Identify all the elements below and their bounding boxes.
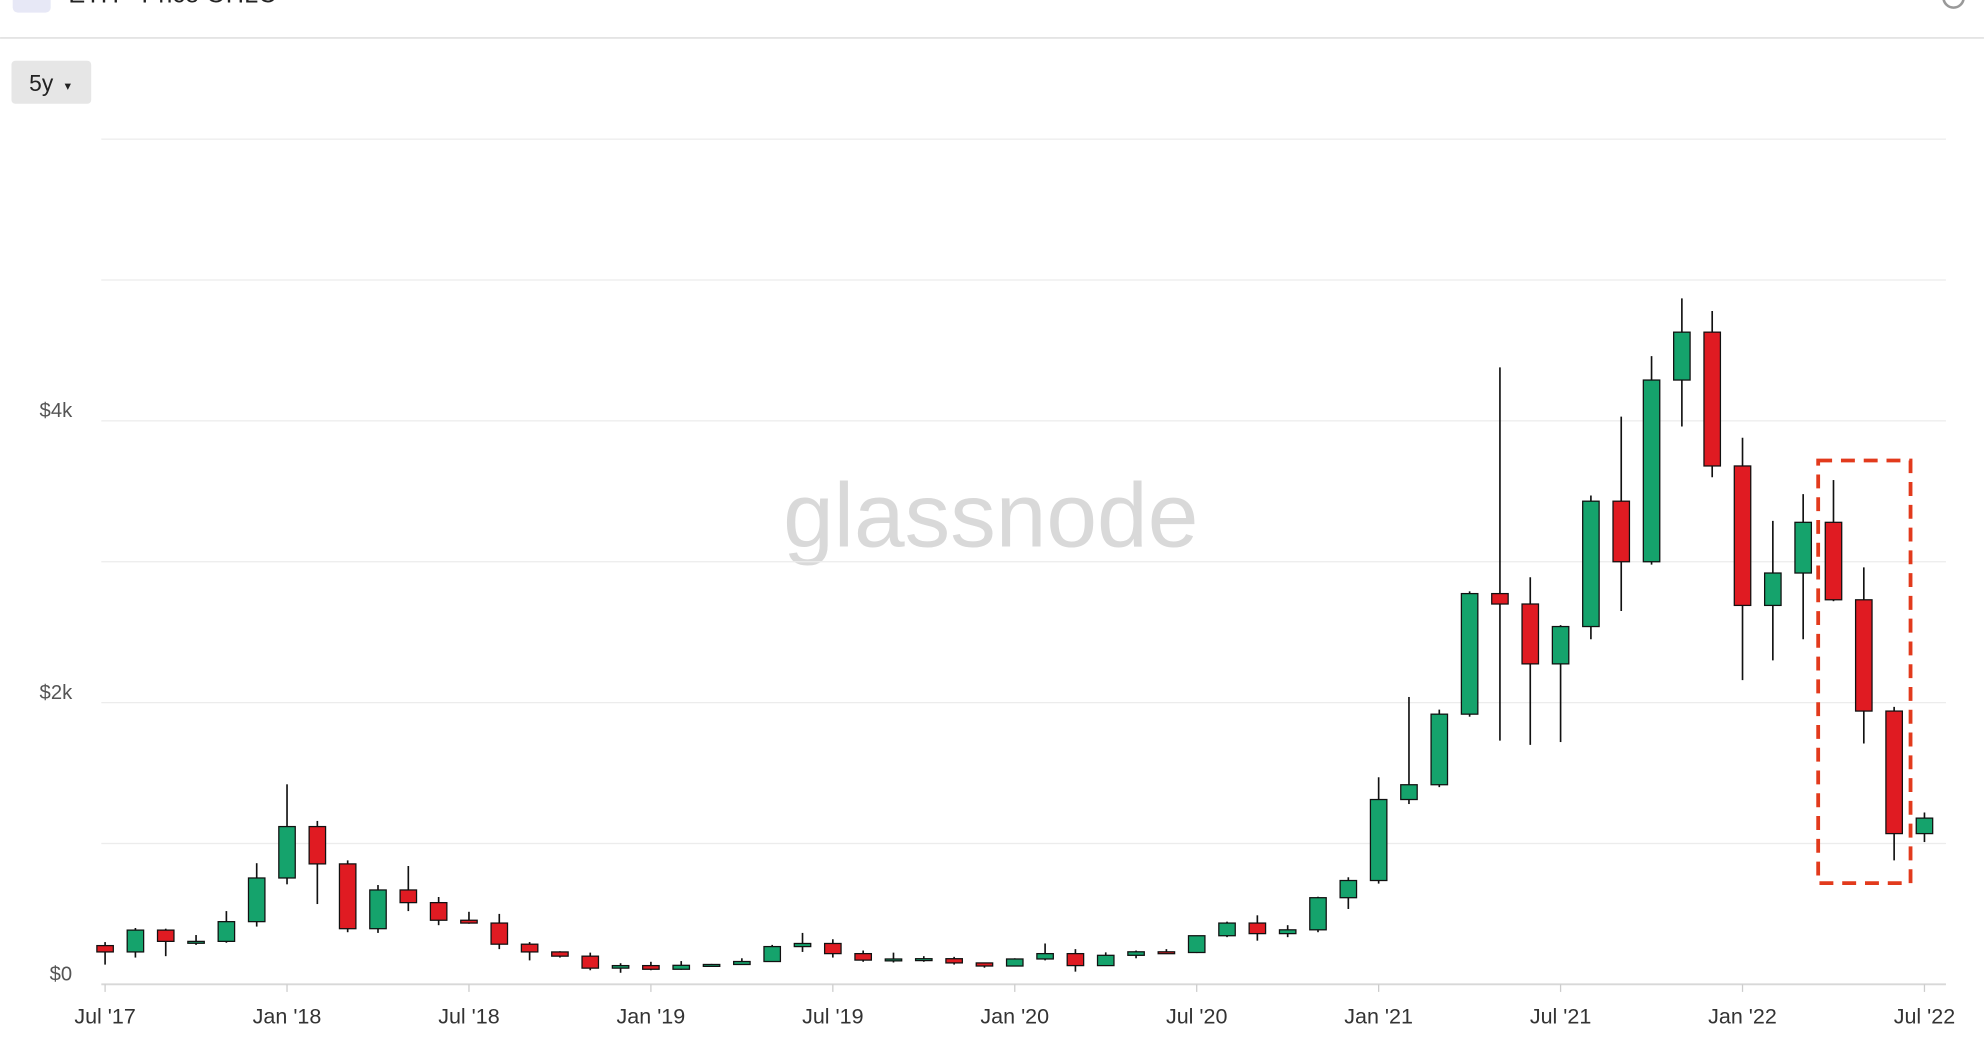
candle-body	[1248, 922, 1267, 935]
candle-body	[1339, 879, 1358, 899]
candle-body	[1430, 713, 1449, 786]
candle-body	[1036, 952, 1054, 960]
candle-body	[126, 929, 145, 953]
candle-body	[945, 958, 963, 964]
x-tick-label: Jul '19	[802, 1005, 863, 1029]
candle-body	[1673, 331, 1691, 381]
candle-body	[1612, 500, 1631, 563]
dropdown-arrow[interactable]: ▾	[65, 79, 72, 93]
candle-body	[1096, 954, 1115, 967]
candle-body	[1733, 465, 1752, 607]
candle-body	[672, 964, 691, 970]
candle-body	[1854, 599, 1873, 712]
candle-body	[247, 877, 266, 923]
candle-body	[278, 825, 296, 879]
candle-body	[96, 944, 114, 953]
candle-body	[338, 863, 357, 930]
candle-body	[460, 919, 478, 924]
candle-body	[520, 943, 539, 953]
candle-body	[1491, 592, 1509, 605]
search-icon[interactable]	[1942, 0, 1965, 9]
header-title: ETH - Price OHLC	[68, 0, 276, 9]
candle-body	[399, 889, 418, 904]
candle-body	[1885, 710, 1903, 835]
candle-body	[1824, 521, 1843, 601]
y-tick-label: $4k	[40, 400, 74, 422]
candle-body	[308, 825, 327, 865]
candle-body	[490, 922, 509, 945]
candle-body	[1460, 592, 1479, 715]
candle-body	[1551, 625, 1570, 665]
candle-body	[884, 958, 903, 962]
candle-body	[1703, 331, 1722, 467]
candle-body	[1187, 935, 1206, 954]
x-tick-label: Jan '21	[1344, 1005, 1413, 1029]
watermark: glassnode	[783, 466, 1198, 567]
candle-body	[369, 889, 387, 930]
candle-body	[914, 958, 933, 962]
y-tick-label: $2k	[40, 682, 74, 704]
candle-body	[975, 962, 994, 967]
candle-body	[1915, 817, 1934, 835]
candle-body	[1309, 897, 1327, 931]
candle-body	[1763, 572, 1782, 607]
candle-body	[1521, 603, 1540, 665]
candle-body	[1218, 922, 1236, 937]
header-icon	[12, 0, 51, 13]
candle-body	[763, 945, 782, 963]
candle-body	[429, 901, 448, 921]
candle-body	[1066, 952, 1085, 967]
candle-body	[1642, 379, 1661, 563]
candle-body	[1278, 929, 1297, 935]
x-tick-label: Jan '20	[980, 1005, 1049, 1029]
candle-body	[642, 964, 660, 970]
candle-body	[702, 963, 721, 968]
candle-body	[854, 952, 873, 961]
candle-body	[793, 942, 812, 948]
range-button[interactable]: 5y ▾	[11, 60, 92, 104]
candle-body	[156, 929, 175, 943]
candle-body	[1369, 798, 1388, 882]
candle-body	[1157, 951, 1176, 955]
x-tick-label: Jul '21	[1530, 1005, 1591, 1029]
candle-body	[1582, 500, 1600, 628]
x-tick-label: Jul '18	[438, 1005, 500, 1029]
highlight-box	[1816, 458, 1913, 886]
y-tick-label: $0	[50, 964, 73, 986]
x-tick-label: Jan '19	[617, 1005, 686, 1029]
candle-body	[187, 940, 205, 944]
candle-body	[551, 951, 569, 957]
candle-body	[1127, 951, 1145, 956]
candle-body	[733, 960, 751, 966]
x-tick-label: Jul '20	[1166, 1005, 1228, 1029]
candle-body	[1794, 521, 1813, 574]
candle-body	[217, 921, 236, 943]
range-button-bg[interactable]	[11, 60, 92, 104]
candle-body	[1005, 958, 1024, 967]
candle-body	[1400, 784, 1418, 801]
candle-body	[611, 964, 630, 969]
x-tick-label: Jan '22	[1708, 1005, 1777, 1029]
candle-body	[823, 942, 842, 955]
candle-body	[581, 955, 600, 969]
x-tick-label: Jan '18	[253, 1005, 322, 1029]
x-tick-label: Jul '17	[74, 1005, 135, 1029]
range-button-label[interactable]: 5y	[29, 70, 54, 96]
x-tick-label: Jul '22	[1894, 1005, 1955, 1029]
